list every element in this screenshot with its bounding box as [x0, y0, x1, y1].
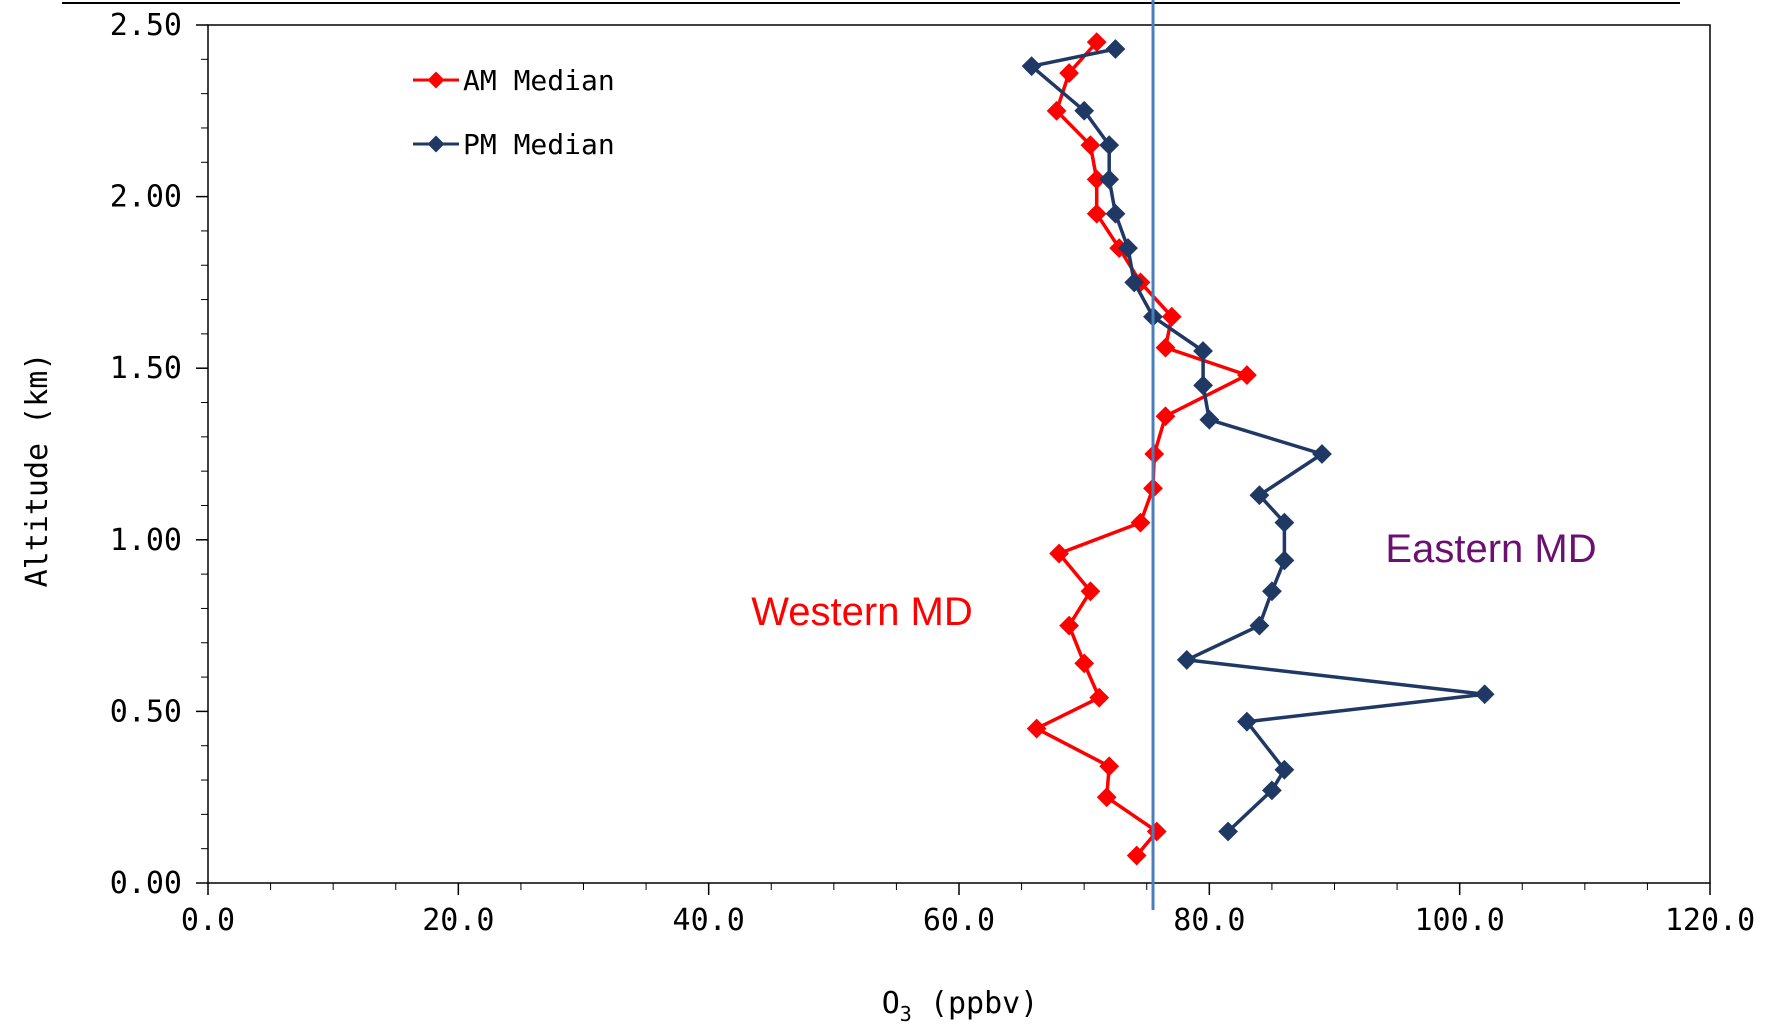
data-point-am: [1126, 845, 1147, 866]
data-point-am: [1096, 787, 1117, 808]
data-point-pm: [1124, 272, 1145, 293]
y-tick-label: 1.00: [110, 523, 182, 558]
x-tick-label: 20.0: [422, 903, 494, 938]
data-point-am: [1155, 337, 1176, 358]
data-point-pm: [1312, 444, 1332, 464]
legend-pm-label: PM Median: [463, 128, 615, 161]
legend-am-label: AM Median: [463, 64, 615, 97]
data-point-pm: [1261, 780, 1282, 801]
data-point-pm: [1474, 684, 1495, 705]
y-tick-label: 1.50: [110, 351, 182, 386]
annotation-western-md: Western MD: [751, 590, 973, 634]
data-point-pm: [1176, 650, 1197, 670]
data-point-pm: [1236, 711, 1257, 732]
data-point-pm: [1199, 409, 1220, 430]
data-point-am: [1046, 100, 1067, 121]
plot-area: [207, 24, 1711, 884]
data-point-am: [1237, 365, 1257, 385]
x-axis-title-unit: (ppbv): [912, 986, 1038, 1021]
x-tick-label: 120.0: [1665, 903, 1755, 938]
series-line-pm-median: [1029, 47, 1487, 833]
data-point-am: [1155, 406, 1176, 427]
y-tick-label: 2.00: [110, 180, 182, 215]
data-point-am: [1099, 756, 1120, 777]
data-point-am: [1080, 581, 1101, 602]
x-tick-label: 80.0: [1173, 903, 1245, 938]
series-layer: [1021, 0, 1495, 910]
y-tick-label: 0.00: [110, 866, 182, 901]
y-axis-title: Altitude (km): [20, 353, 55, 588]
x-tick-label: 0.0: [181, 903, 235, 938]
data-point-am: [1080, 135, 1101, 156]
data-point-am: [1074, 653, 1095, 674]
y-tick-label: 2.50: [110, 8, 182, 43]
data-point-am: [1049, 543, 1070, 564]
data-point-am: [1026, 718, 1047, 739]
data-point-am: [1086, 203, 1107, 224]
legend: AM Median PM Median: [413, 64, 615, 161]
data-point-pm: [1074, 100, 1095, 121]
data-point-pm: [1099, 169, 1120, 190]
data-point-pm: [1262, 581, 1282, 602]
legend-am-marker: [427, 71, 445, 89]
data-point-pm: [1274, 759, 1295, 780]
data-point-am: [1130, 512, 1151, 533]
annotation-eastern-md: Eastern MD: [1385, 527, 1596, 571]
x-tick-label: 40.0: [673, 903, 745, 938]
x-axis-title-main: O: [882, 986, 900, 1021]
x-axis-title: O3 (ppbv): [882, 986, 1039, 1026]
series-line-am-median: [1034, 41, 1249, 857]
data-point-pm: [1105, 39, 1126, 59]
data-point-pm: [1105, 203, 1126, 224]
data-point-pm: [1274, 550, 1295, 571]
data-point-pm: [1218, 821, 1238, 842]
data-point-pm: [1118, 238, 1138, 258]
x-axis-title-subscript: 3: [900, 1002, 912, 1026]
x-tick-label: 100.0: [1415, 903, 1505, 938]
data-point-pm: [1274, 512, 1295, 533]
legend-pm-marker: [427, 135, 445, 153]
data-point-am: [1086, 169, 1107, 190]
data-point-am: [1089, 687, 1110, 708]
data-point-pm: [1249, 615, 1270, 636]
y-tick-label: 0.50: [110, 694, 182, 729]
data-point-am: [1059, 63, 1079, 83]
axes: 0.0 20.0 40.0 60.0 80.0 100.0 120.0 0.00 0.50 1.0…: [110, 8, 1755, 938]
x-tick-label: 60.0: [923, 903, 995, 938]
data-point-am: [1059, 615, 1080, 636]
